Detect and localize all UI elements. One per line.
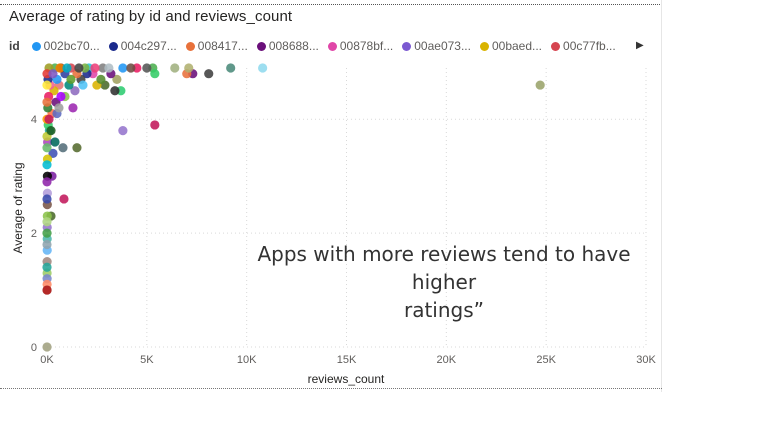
data-point	[58, 143, 68, 153]
data-point	[54, 103, 64, 113]
legend-label: 008688...	[268, 39, 319, 53]
data-point	[42, 342, 52, 352]
data-point	[112, 74, 122, 84]
data-point	[96, 74, 106, 84]
legend-marker	[185, 41, 195, 51]
data-point	[48, 148, 58, 159]
legend-item[interactable]: 004c297...	[108, 39, 177, 53]
legend-item[interactable]: 00878bf...	[327, 39, 394, 53]
data-point	[42, 143, 52, 153]
legend-marker	[108, 41, 118, 51]
visual-bottom-border	[0, 388, 662, 389]
data-point	[44, 114, 54, 124]
data-point	[46, 126, 56, 136]
data-point	[42, 160, 52, 170]
data-point	[126, 63, 136, 73]
data-point	[74, 63, 84, 73]
data-point	[59, 194, 69, 204]
legend-marker	[479, 41, 489, 51]
data-point	[42, 285, 52, 295]
data-point	[50, 137, 60, 147]
data-point	[104, 63, 114, 73]
chart-title: Average of rating by id and reviews_coun…	[9, 8, 293, 25]
data-point	[184, 63, 194, 73]
legend-label: 00c77fb...	[563, 39, 616, 53]
x-tick-label: 5K	[140, 354, 154, 366]
y-tick-label: 4	[31, 114, 37, 126]
data-point	[42, 228, 52, 238]
data-point	[226, 63, 236, 73]
visual-top-border	[0, 4, 662, 5]
data-point	[90, 63, 100, 73]
legend-item[interactable]: 008688...	[256, 39, 319, 53]
legend-marker	[327, 41, 337, 51]
scatter-visual[interactable]: Average of rating by id and reviews_coun…	[0, 0, 662, 392]
legend-label: 00878bf...	[339, 39, 394, 53]
chart-plot-area: 0K 5K 10K 15K 20K 25K 30K 0 2 4 reviews_count Avera…	[11, 63, 656, 386]
data-point	[42, 217, 52, 227]
data-point	[42, 262, 52, 272]
x-tick-label: 0K	[40, 354, 54, 366]
data-point	[72, 143, 82, 153]
legend-item[interactable]: 008417...	[185, 39, 248, 53]
legend-marker	[31, 41, 41, 51]
data-point	[142, 63, 152, 73]
data-point	[70, 86, 80, 96]
x-tick-label: 20K	[437, 354, 457, 366]
data-point	[66, 74, 76, 84]
legend-label: 002bc70...	[43, 39, 100, 53]
annotation-line-2: ratings”	[403, 298, 485, 322]
data-point	[42, 97, 52, 107]
data-point	[110, 86, 120, 96]
legend-item[interactable]: 00ae073...	[402, 39, 471, 53]
data-point	[55, 63, 65, 73]
chart-annotation: Apps with more reviews tend to have high…	[228, 240, 660, 324]
x-tick-label: 25K	[536, 354, 556, 366]
y-tick-label: 0	[31, 342, 37, 354]
y-tick-label: 2	[31, 228, 37, 240]
x-tick-label: 15K	[337, 354, 357, 366]
data-point	[42, 194, 52, 204]
visual-right-border	[661, 0, 662, 392]
legend-label: 004c297...	[120, 39, 177, 53]
legend-title: id	[9, 39, 20, 53]
data-point	[535, 80, 545, 90]
data-point	[62, 63, 72, 73]
legend-item[interactable]: 00baed...	[479, 39, 543, 53]
data-point	[42, 239, 52, 250]
annotation-line-1: Apps with more reviews tend to have high…	[257, 242, 631, 294]
data-point	[204, 69, 214, 79]
legend-label: 00ae073...	[414, 39, 471, 53]
legend-item[interactable]: 00c77fb...	[551, 39, 616, 53]
data-point	[170, 63, 180, 73]
x-tick-label: 10K	[237, 354, 257, 366]
y-axis-title: Average of rating	[11, 162, 25, 253]
legend-item[interactable]: 002bc70...	[31, 39, 100, 53]
data-point	[118, 126, 128, 136]
data-point	[150, 69, 160, 79]
legend-next-icon[interactable]: ▶	[636, 40, 644, 51]
data-point	[258, 63, 268, 73]
data-point	[68, 103, 78, 113]
chart-legend: id 002bc70... 004c297... 008417... 008688..…	[9, 38, 625, 54]
legend-marker	[402, 41, 412, 51]
data-point	[150, 120, 160, 130]
x-tick-label: 30K	[636, 354, 656, 366]
legend-label: 008417...	[197, 39, 248, 53]
data-point	[118, 63, 128, 73]
data-point	[42, 177, 52, 187]
data-point	[56, 91, 66, 102]
legend-marker	[551, 41, 561, 51]
data-point	[42, 80, 52, 90]
data-point	[78, 80, 88, 90]
x-axis-title: reviews_count	[308, 372, 385, 386]
data-point	[48, 69, 58, 79]
legend-label: 00baed...	[491, 39, 543, 53]
legend-marker	[256, 41, 266, 51]
